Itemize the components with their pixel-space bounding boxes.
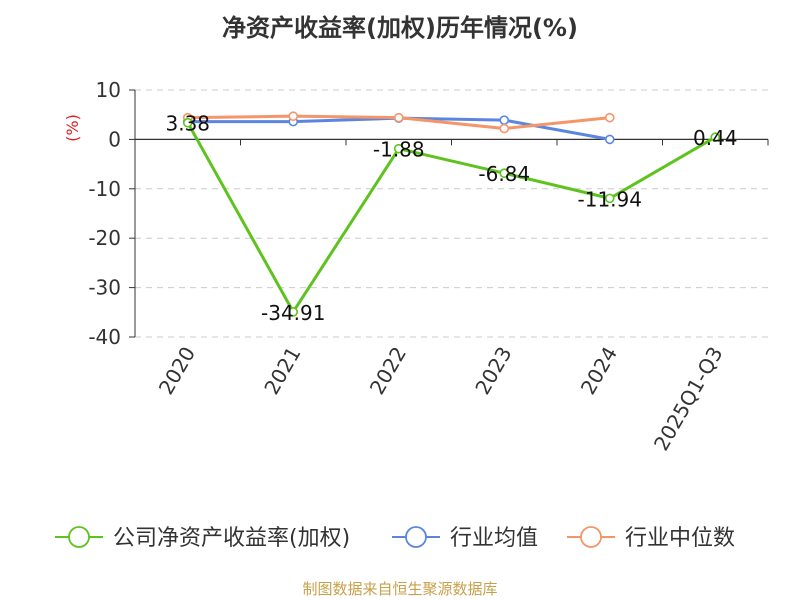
legend-label: 公司净资产收益率(加权)	[113, 526, 350, 551]
legend-label: 行业均值	[450, 526, 538, 551]
y-tick-label: -40	[88, 325, 121, 349]
x-tick-label: 2021	[259, 343, 305, 399]
x-tick-label: 2023	[470, 343, 516, 399]
legend-marker	[405, 526, 427, 548]
legend-marker	[580, 526, 602, 548]
data-point	[604, 112, 615, 123]
data-point	[604, 193, 615, 204]
data-point	[604, 134, 615, 145]
legend-label: 行业中位数	[625, 526, 735, 551]
y-tick-label: -10	[88, 177, 121, 201]
data-label: -6.84	[478, 162, 530, 186]
y-tick-label: -30	[88, 276, 121, 300]
data-point	[393, 143, 404, 154]
source-footer: 制图数据来自恒生聚源数据库	[302, 580, 498, 598]
series-line	[186, 121, 717, 314]
chart-title: 净资产收益率(加权)历年情况(%)	[222, 14, 578, 42]
x-tick-label: 2024	[576, 343, 622, 399]
data-label: -1.88	[373, 138, 425, 162]
data-point	[499, 168, 510, 178]
x-tick-label: 2022	[365, 343, 411, 399]
data-point	[499, 115, 510, 125]
data-point	[499, 123, 510, 134]
data-point	[288, 111, 299, 121]
data-point	[288, 307, 299, 317]
legend-marker	[68, 526, 90, 548]
x-tick-label: 2020	[154, 343, 200, 399]
data-label: 3.38	[165, 112, 210, 136]
data-label: 0.44	[693, 126, 738, 150]
data-point	[182, 117, 193, 128]
y-tick-label: -20	[88, 226, 121, 250]
y-tick-label: 0	[108, 127, 121, 151]
data-label: -11.94	[578, 187, 642, 211]
x-tick-label: 2025Q1-Q3	[649, 343, 728, 455]
y-tick-label: 10	[96, 78, 121, 102]
data-point	[710, 132, 721, 143]
y-axis-unit-label: (%)	[63, 114, 82, 142]
data-label: -34.91	[261, 301, 325, 325]
data-point	[393, 112, 404, 123]
